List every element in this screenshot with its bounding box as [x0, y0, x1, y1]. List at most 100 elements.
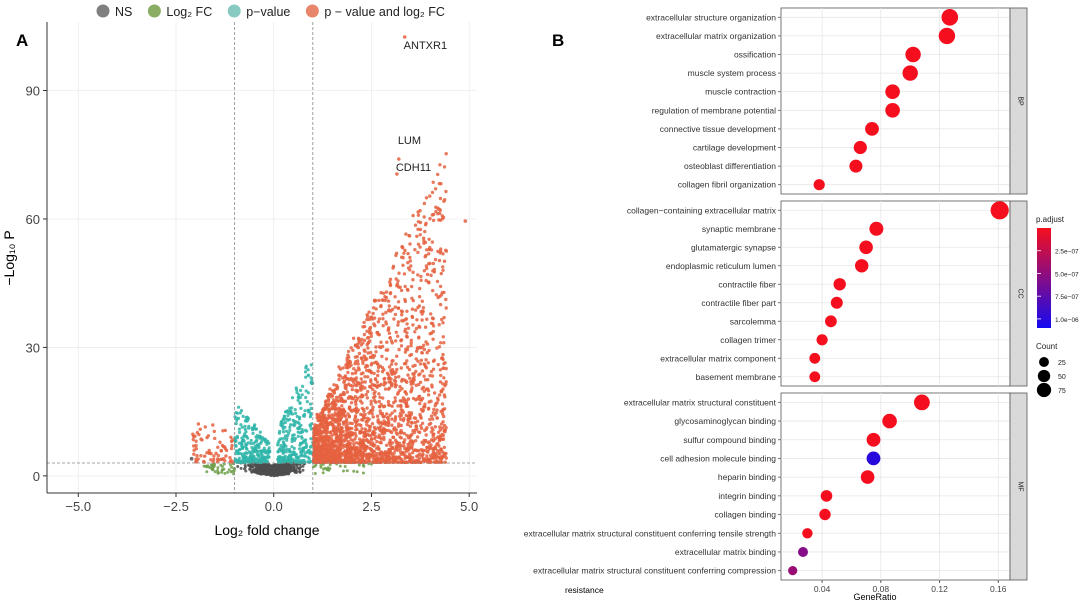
volcano-point: [369, 402, 373, 406]
volcano-point: [285, 447, 289, 451]
volcano-point: [427, 400, 431, 404]
volcano-point: [373, 394, 377, 399]
volcano-point: [341, 429, 345, 434]
volcano-point: [308, 445, 313, 449]
volcano-point: [305, 429, 309, 433]
volcano-point: [312, 459, 317, 463]
volcano-point: [394, 431, 399, 435]
volcano-point: [388, 280, 392, 284]
volcano-point: [358, 339, 362, 343]
volcano-x-tick-label: 0.0: [265, 499, 283, 514]
volcano-point: [346, 447, 350, 452]
volcano-point: [417, 295, 422, 299]
volcano-point: [230, 465, 234, 469]
volcano-point: [367, 327, 372, 331]
volcano-point: [380, 370, 385, 374]
dotplot-point: [833, 278, 846, 291]
volcano-point: [366, 341, 370, 345]
volcano-point: [416, 454, 420, 458]
volcano-point: [391, 435, 395, 439]
volcano-point: [381, 298, 385, 302]
volcano-axes: −5.0 −2.5 0.0 2.5 5.0 0 30 60 90: [26, 22, 478, 514]
dotplot-facet-cc: collagen−containing extracellular matrix…: [627, 200, 1028, 387]
volcano-point: [392, 317, 396, 321]
volcano-x-tick-label: −2.5: [163, 499, 189, 514]
volcano-point: [388, 277, 393, 281]
volcano-point: [406, 345, 410, 349]
volcano-point: [313, 472, 317, 475]
volcano-point: [362, 338, 367, 342]
volcano-point: [424, 340, 428, 344]
volcano-point: [423, 240, 428, 245]
volcano-point: [335, 419, 339, 423]
volcano-point: [418, 233, 422, 237]
volcano-point: [285, 436, 289, 440]
dotplot-term-label: extracellular matrix structural constitu…: [533, 566, 776, 576]
volcano-point: [394, 277, 398, 281]
volcano-point: [404, 361, 408, 366]
volcano-point: [369, 437, 374, 441]
volcano-point: [334, 395, 339, 400]
volcano-point: [363, 375, 367, 379]
volcano-point: [384, 357, 389, 361]
volcano-point: [301, 446, 305, 450]
volcano-point: [377, 298, 381, 303]
volcano-x-tick-label: 5.0: [460, 499, 478, 514]
volcano-point: [250, 445, 254, 450]
volcano-point: [361, 415, 366, 419]
volcano-point: [369, 316, 373, 320]
volcano-point: [438, 208, 442, 212]
volcano-point: [273, 466, 277, 469]
volcano-point: [397, 157, 401, 161]
volcano-point: [349, 376, 353, 381]
volcano-point: [375, 414, 380, 418]
volcano-point: [324, 399, 328, 403]
dotplot-x-tick-label: 0.12: [931, 584, 948, 594]
volcano-point: [290, 396, 295, 400]
dotplot-term-label: cartilage development: [693, 143, 777, 153]
volcano-point: [422, 201, 427, 206]
volcano-point: [219, 463, 223, 467]
volcano-point: [330, 433, 334, 437]
volcano-point: [318, 429, 322, 433]
volcano-point: [325, 449, 329, 454]
volcano-point: [283, 454, 287, 458]
volcano-point: [303, 409, 307, 413]
volcano-point: [332, 398, 336, 402]
volcano-point: [276, 458, 280, 462]
volcano-point: [421, 236, 426, 240]
volcano-point: [369, 363, 373, 367]
volcano-point: [235, 436, 239, 440]
volcano-point: [421, 442, 426, 446]
volcano-point: [372, 322, 376, 326]
dotplot-point: [885, 103, 900, 118]
volcano-point: [372, 450, 377, 454]
volcano-point: [367, 440, 372, 444]
volcano-point: [318, 422, 322, 426]
volcano-point: [351, 457, 356, 462]
volcano-point: [415, 234, 419, 238]
volcano-point: [414, 308, 418, 312]
volcano-point: [309, 413, 313, 417]
volcano-point: [220, 470, 224, 474]
volcano-point: [351, 380, 356, 384]
volcano-point: [349, 433, 353, 437]
volcano-point: [212, 429, 216, 434]
volcano-point: [249, 438, 253, 443]
volcano-point: [441, 335, 445, 339]
volcano-point: [244, 442, 248, 446]
volcano-point: [442, 362, 446, 366]
volcano-point: [243, 463, 247, 467]
volcano-point: [429, 414, 434, 418]
volcano-point: [416, 305, 420, 310]
volcano-point: [423, 402, 427, 406]
volcano-point: [399, 366, 403, 370]
volcano-point: [228, 456, 232, 460]
volcano-point: [386, 418, 391, 423]
volcano-point: [192, 444, 196, 448]
volcano-point: [230, 438, 235, 442]
volcano-point: [288, 423, 293, 427]
volcano-point: [356, 345, 361, 350]
volcano-point: [239, 441, 243, 445]
volcano-point: [374, 345, 378, 349]
